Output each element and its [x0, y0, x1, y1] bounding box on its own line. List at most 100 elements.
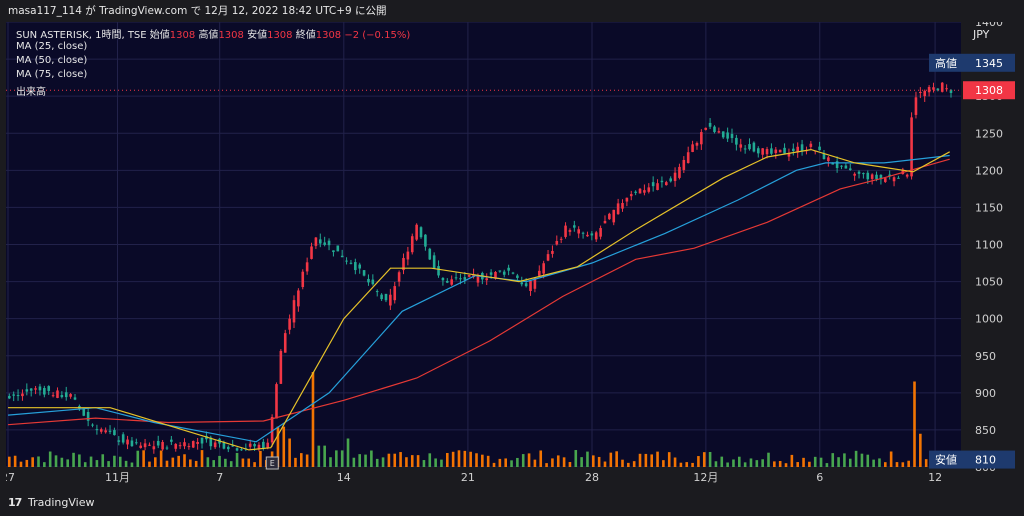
candle-body [708, 122, 712, 127]
low-badge-label-bg [929, 450, 963, 469]
volume-bar [434, 458, 437, 467]
candle-body [358, 264, 361, 269]
volume-bar [218, 455, 221, 467]
volume-bar [19, 461, 23, 467]
candle-body [318, 239, 322, 244]
candle-body [371, 279, 375, 285]
volume-bar [31, 457, 34, 467]
candle-body [770, 148, 773, 154]
candle-body [143, 443, 147, 448]
candle-body [126, 439, 129, 445]
candle-body [796, 146, 799, 153]
volume-bar [124, 460, 128, 467]
legend-ma50[interactable]: MA (50, close) [16, 55, 88, 66]
footer-brand: TradingView [28, 496, 95, 509]
candle-body [95, 429, 99, 431]
chart-frame[interactable]: JPY1400135013001250120011501100105010009… [6, 22, 1018, 488]
candle-body [927, 87, 931, 93]
candle-body [463, 277, 467, 280]
candle-body [555, 240, 559, 245]
volume-bar [808, 461, 811, 467]
candle-body [104, 430, 107, 433]
candle-body [498, 270, 502, 272]
candle-body [599, 228, 602, 237]
volume-bar [148, 461, 151, 467]
low-badge-value: 810 [975, 454, 996, 467]
volume-bar [895, 462, 899, 467]
candle-body [765, 149, 769, 155]
candle-body [573, 225, 576, 228]
time-tick-label: 14 [337, 471, 351, 484]
volume-bar [206, 457, 210, 467]
candle-body [537, 270, 541, 276]
candle-body [862, 173, 865, 175]
volume-bar [638, 453, 642, 467]
candle-body [240, 449, 243, 451]
volume-bar [72, 452, 75, 467]
volume-bar [492, 462, 496, 467]
candle-body [367, 278, 370, 283]
volume-bar [848, 458, 852, 467]
low-badge-label: 安値 [935, 453, 957, 467]
volume-bar [364, 454, 367, 467]
footer: 17 TradingView [0, 488, 1024, 516]
candle-body [340, 255, 344, 258]
legend-ma75[interactable]: MA (75, close) [16, 69, 88, 80]
time-axis[interactable] [6, 467, 961, 488]
candle-body [489, 272, 493, 275]
candle-body [844, 165, 848, 169]
volume-bar [247, 458, 251, 467]
legend-ma25[interactable]: MA (25, close) [16, 41, 88, 52]
candle-body [148, 444, 151, 446]
candle-body [914, 97, 918, 115]
price-axis[interactable] [961, 22, 1018, 488]
candle-body [529, 280, 532, 291]
price-tick-label: 900 [975, 387, 996, 400]
candle-body [354, 262, 357, 271]
volume-bar [282, 426, 286, 467]
candle-body [178, 445, 182, 447]
candle-body [835, 161, 839, 169]
candle-body [200, 437, 204, 444]
candle-body [608, 213, 611, 220]
chart-svg[interactable]: JPY1400135013001250120011501100105010009… [6, 22, 1018, 488]
candle-body [905, 174, 909, 177]
volume-bar [609, 452, 613, 467]
candle-body [721, 131, 725, 138]
volume-bar [311, 372, 315, 467]
price-tick-label: 1200 [975, 164, 1003, 177]
volume-bar [884, 462, 887, 467]
candle-body [437, 266, 440, 276]
last-price-badge-value: 1308 [975, 84, 1003, 97]
candle-body [310, 246, 313, 259]
earnings-icon[interactable] [265, 456, 279, 470]
volume-bar [831, 453, 835, 467]
volume-bar [253, 462, 256, 467]
candle-body [756, 148, 760, 154]
candle-body [314, 237, 318, 246]
volume-bar [107, 461, 110, 467]
candle-body [559, 238, 563, 240]
candle-body [704, 127, 708, 130]
legend-volume[interactable]: 出来高 [16, 87, 46, 98]
volume-bar [784, 463, 788, 467]
volume-bar [416, 455, 420, 467]
volume-bar [860, 453, 864, 467]
candle-body [949, 90, 953, 93]
open-label: 始値 [149, 30, 170, 41]
volume-bar [60, 457, 64, 467]
candle-body [165, 447, 169, 449]
volume-bar [393, 453, 397, 467]
volume-bar [697, 456, 700, 467]
volume-bar [843, 453, 846, 467]
candle-body [12, 394, 15, 396]
candle-body [665, 182, 668, 186]
candle-body [393, 286, 397, 301]
volume-bar [352, 457, 356, 467]
candle-body [38, 386, 42, 391]
volume-bar [592, 455, 595, 467]
candle-body [113, 430, 116, 436]
candle-body [266, 442, 270, 449]
volume-bar [650, 454, 653, 467]
high-badge-value-bg [963, 53, 1015, 72]
